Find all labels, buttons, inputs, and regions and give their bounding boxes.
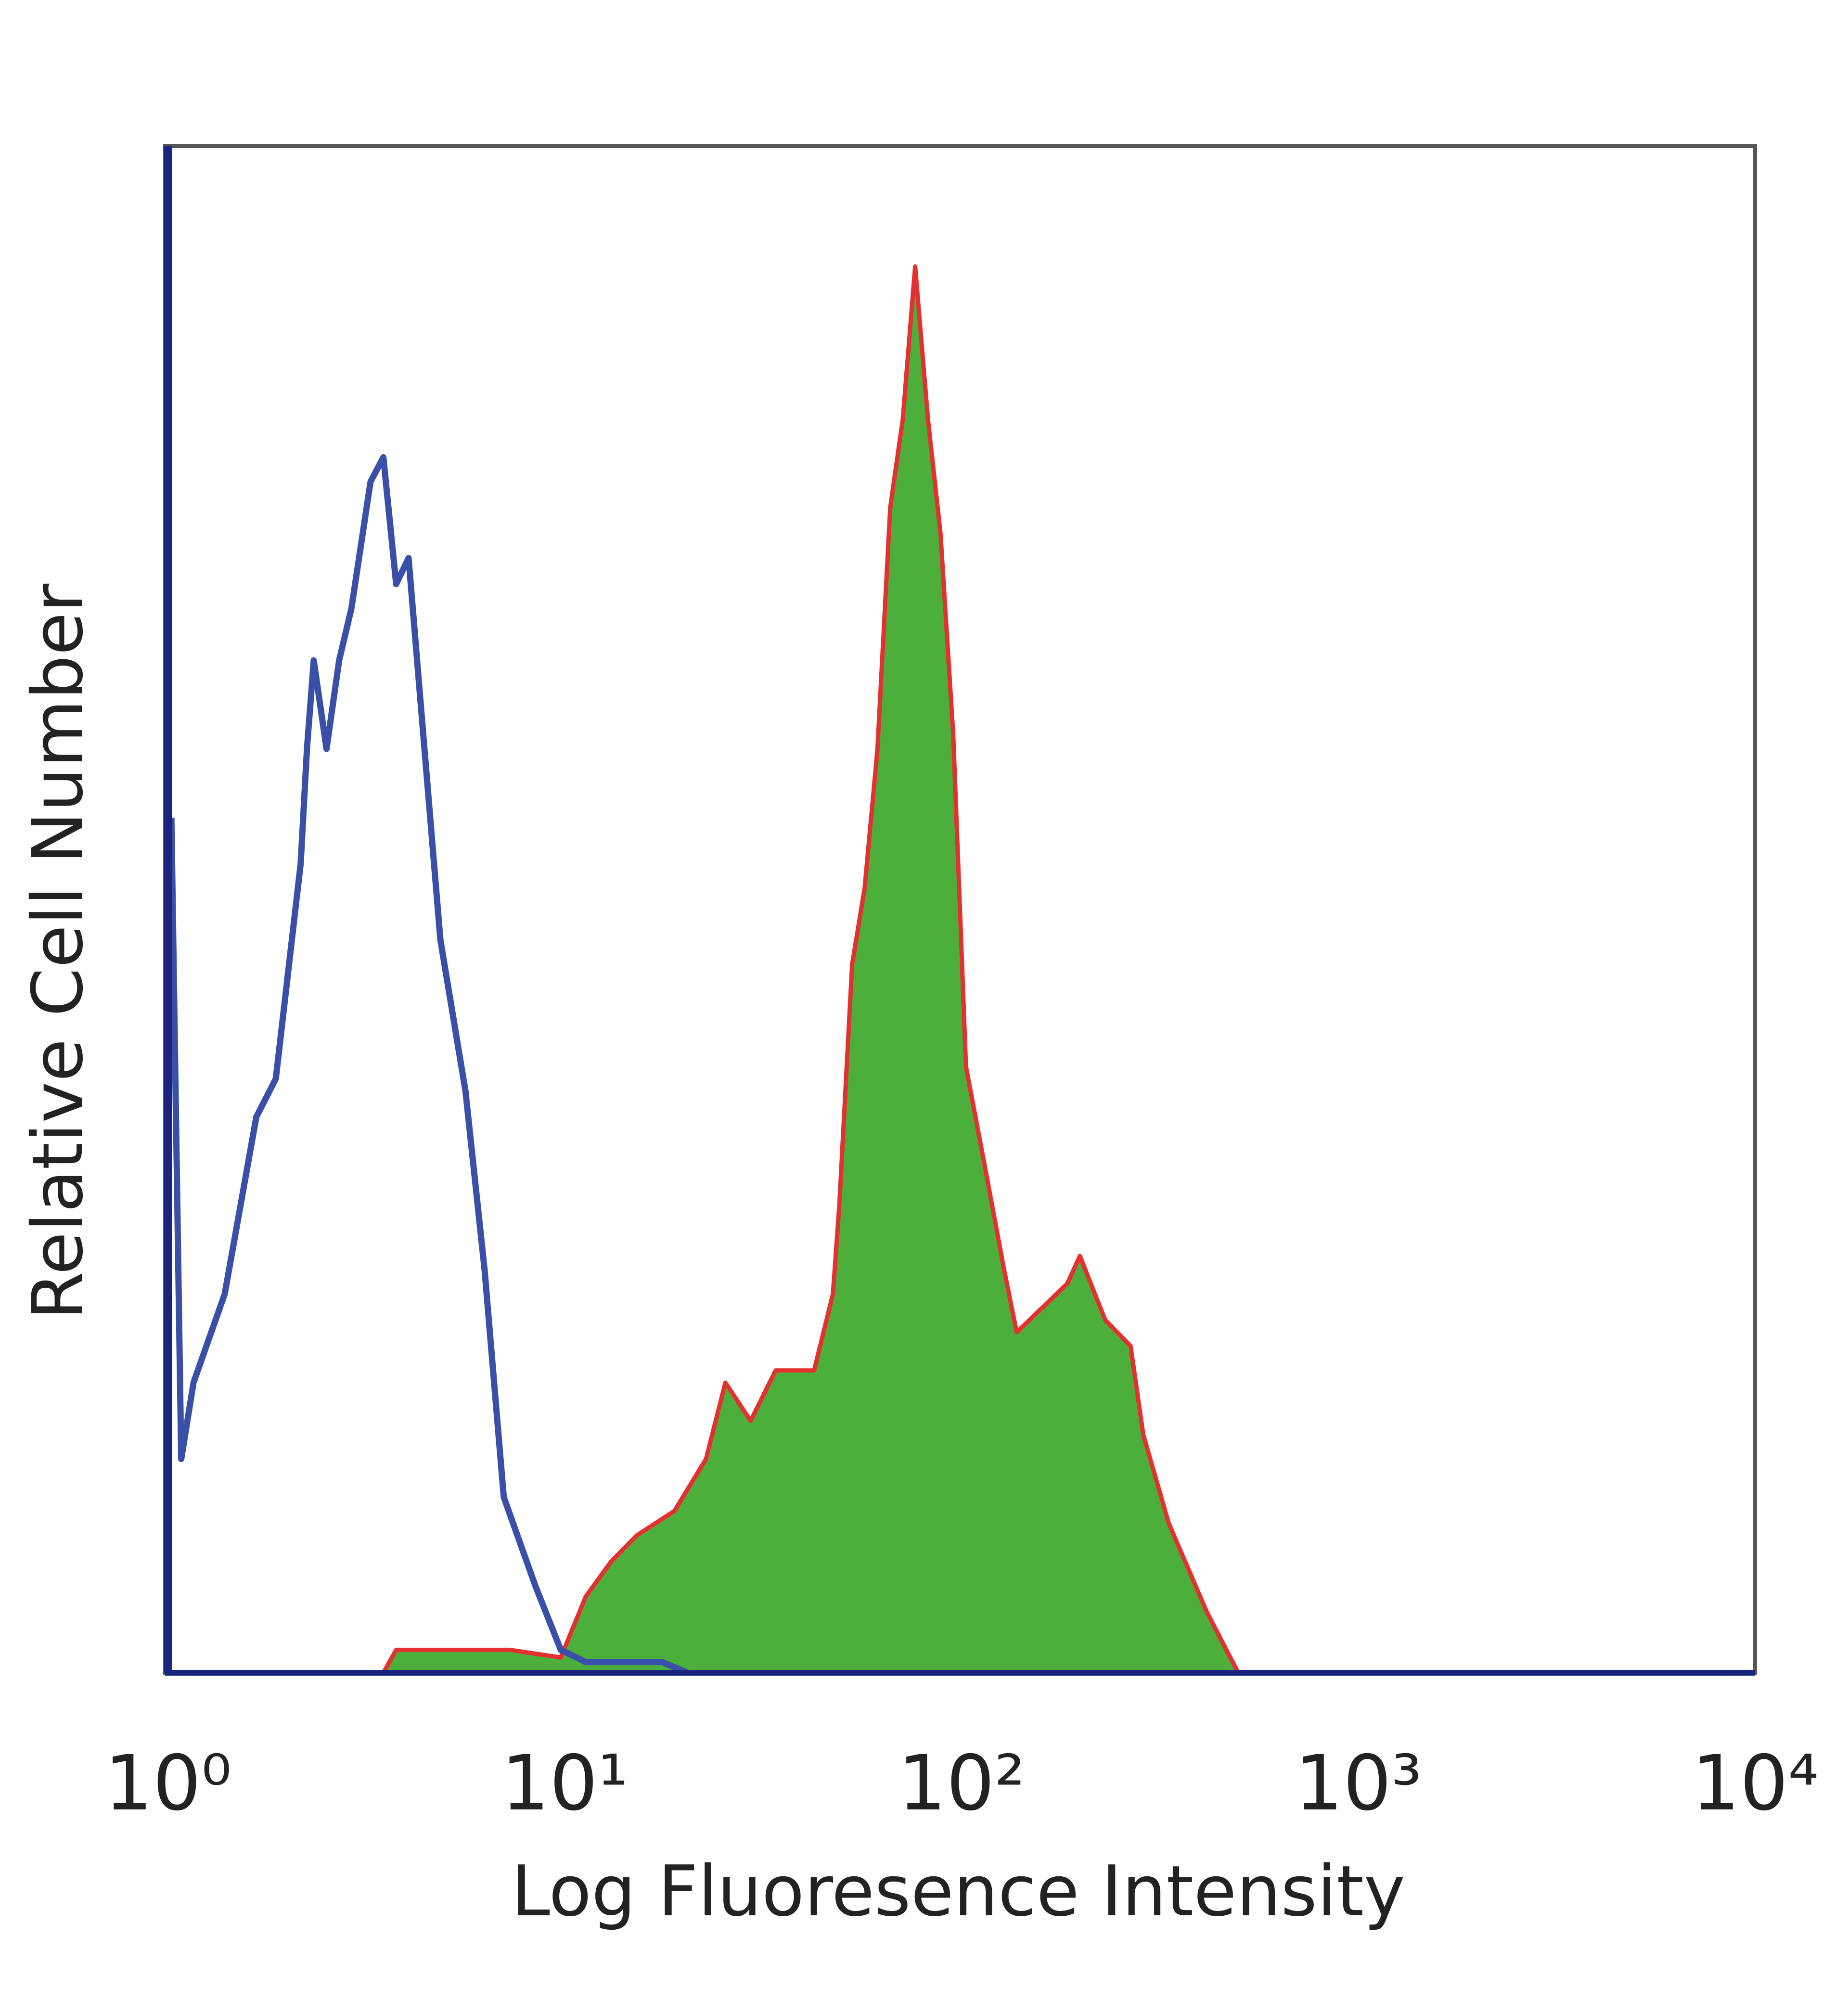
x-axis-label: Log Fluoresence Intensity: [511, 1851, 1405, 1932]
histogram-area: [166, 264, 1241, 1675]
x-tick-label: 10⁴: [1692, 1739, 1819, 1828]
x-tick-label: 10⁰: [104, 1739, 231, 1828]
y-axis-label: Relative Cell Number: [17, 583, 99, 1320]
x-tick-label: 10¹: [501, 1739, 628, 1828]
x-tick-label: 10²: [898, 1739, 1025, 1828]
histogram-line: [168, 454, 689, 1676]
plot-area: [166, 264, 1241, 1676]
x-tick-label: 10³: [1295, 1739, 1422, 1828]
